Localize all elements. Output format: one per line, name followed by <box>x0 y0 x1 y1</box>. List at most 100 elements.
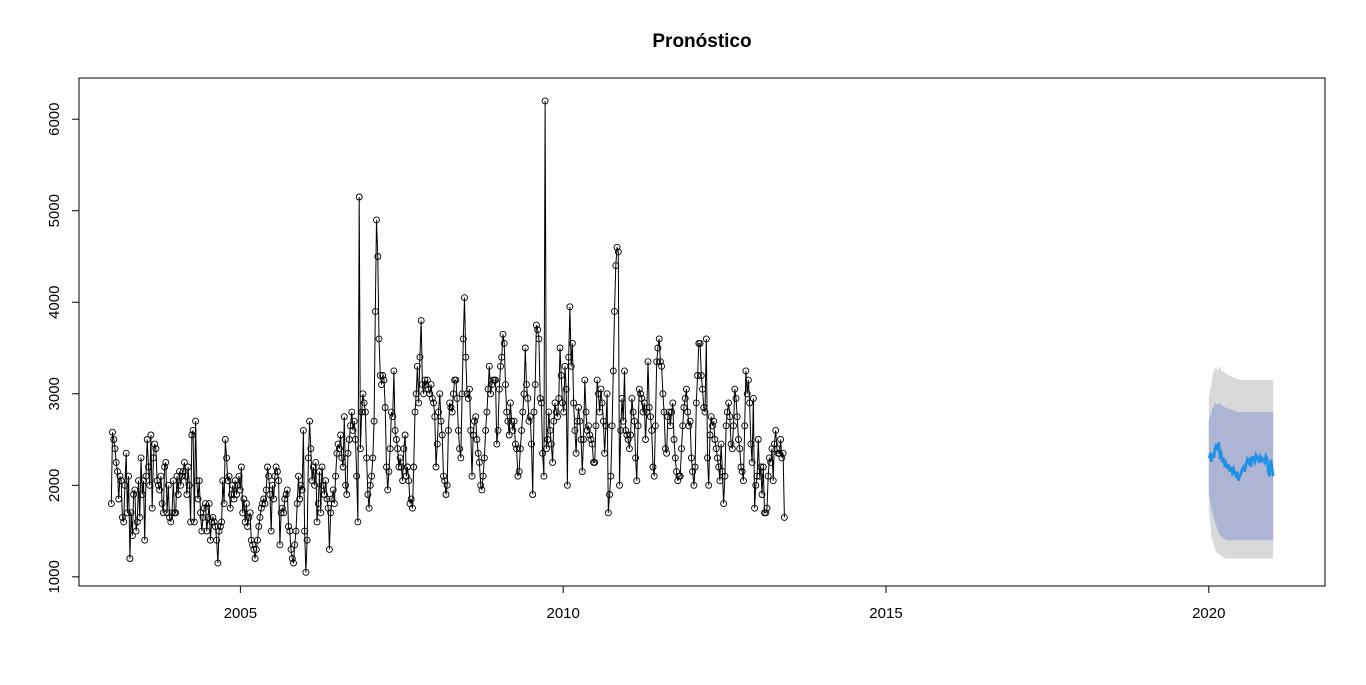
observed-point <box>588 440 596 448</box>
observed-point <box>332 472 340 480</box>
observed-point <box>546 426 554 434</box>
observed-point <box>483 408 491 416</box>
observed-point <box>680 404 688 411</box>
observed-point <box>386 445 394 453</box>
observed-point <box>311 481 319 489</box>
x-axis: 2005 2010 2015 2020 <box>224 585 1225 622</box>
observed-point <box>571 426 579 434</box>
observed-point <box>690 481 698 489</box>
x-tick-label: 2020 <box>1192 605 1225 622</box>
observed-point <box>343 491 351 498</box>
observed-point <box>505 431 513 439</box>
observed-point <box>524 394 532 402</box>
y-tick-label: 5000 <box>46 194 63 227</box>
observed-point <box>585 422 592 430</box>
observed-point <box>115 495 123 503</box>
observed-point <box>385 468 393 476</box>
observed-point <box>651 422 659 430</box>
observed-point <box>628 394 636 402</box>
observed-point <box>364 491 372 498</box>
observed-point <box>295 472 302 480</box>
observed-point <box>710 417 718 425</box>
observed-point <box>252 545 260 553</box>
observed-point <box>570 399 578 407</box>
observed-point <box>287 545 295 553</box>
observed-point <box>407 495 415 503</box>
observed-point <box>193 477 201 485</box>
observed-point <box>563 481 571 489</box>
observed-point <box>528 440 535 448</box>
observed-point <box>190 518 198 526</box>
observed-point <box>430 399 438 407</box>
observed-point <box>202 500 209 508</box>
observed-point <box>259 500 266 508</box>
observed-point <box>676 472 684 480</box>
observed-point <box>454 426 462 434</box>
observed-point <box>518 426 526 434</box>
forecast-series <box>1207 442 1275 482</box>
observed-point <box>597 385 605 393</box>
observed-point <box>390 367 398 375</box>
observed-point <box>748 458 756 466</box>
observed-point <box>697 372 705 379</box>
observed-point <box>200 504 208 512</box>
observed-point <box>137 454 145 462</box>
observed-point <box>327 509 335 517</box>
observed-point <box>509 426 517 434</box>
observed-point <box>325 545 333 553</box>
observed-point <box>623 431 631 439</box>
observed-point <box>410 463 418 471</box>
observed-point <box>461 294 468 302</box>
observed-point <box>645 404 653 411</box>
observed-point <box>482 426 490 434</box>
observed-point <box>380 376 388 384</box>
observed-point <box>526 413 534 421</box>
observed-point <box>250 545 258 553</box>
observed-point <box>529 491 537 498</box>
observed-point <box>352 436 359 443</box>
observed-point <box>302 568 310 576</box>
observed-point <box>520 390 528 398</box>
observed-point <box>539 449 547 457</box>
observed-point <box>545 408 553 416</box>
observed-point <box>593 376 601 384</box>
observed-point <box>268 481 276 489</box>
observed-point <box>576 417 584 425</box>
observed-point <box>110 436 118 443</box>
observed-point <box>485 362 493 370</box>
observed-point <box>609 367 617 375</box>
observed-point <box>194 495 202 503</box>
observed-point <box>225 472 233 480</box>
observed-point <box>272 463 280 471</box>
observed-point <box>477 481 485 489</box>
observed-point <box>335 445 343 453</box>
observed-point <box>560 408 568 416</box>
observed-point <box>242 500 250 508</box>
observed-point <box>737 463 745 471</box>
observed-point <box>112 458 120 466</box>
observed-point <box>379 372 387 379</box>
observed-point <box>619 417 627 425</box>
observed-point <box>369 454 377 462</box>
observed-point <box>448 408 456 416</box>
observed-point <box>767 458 775 466</box>
observed-point <box>637 390 645 398</box>
observed-point <box>246 509 254 517</box>
observed-point <box>317 509 325 517</box>
observed-point <box>282 491 290 498</box>
observed-point <box>562 385 570 393</box>
observed-point <box>215 527 223 535</box>
observed-point <box>730 422 737 430</box>
observed-point <box>387 408 395 416</box>
observed-point <box>135 477 142 485</box>
observed-point <box>203 527 211 535</box>
observed-point <box>751 504 759 512</box>
observed-point <box>435 408 442 416</box>
observed-point <box>664 413 672 421</box>
observed-point <box>479 472 487 480</box>
observed-point <box>728 445 736 453</box>
observed-point <box>278 504 286 512</box>
observed-point <box>513 445 521 453</box>
observed-point <box>685 422 693 430</box>
observed-point <box>744 376 752 384</box>
